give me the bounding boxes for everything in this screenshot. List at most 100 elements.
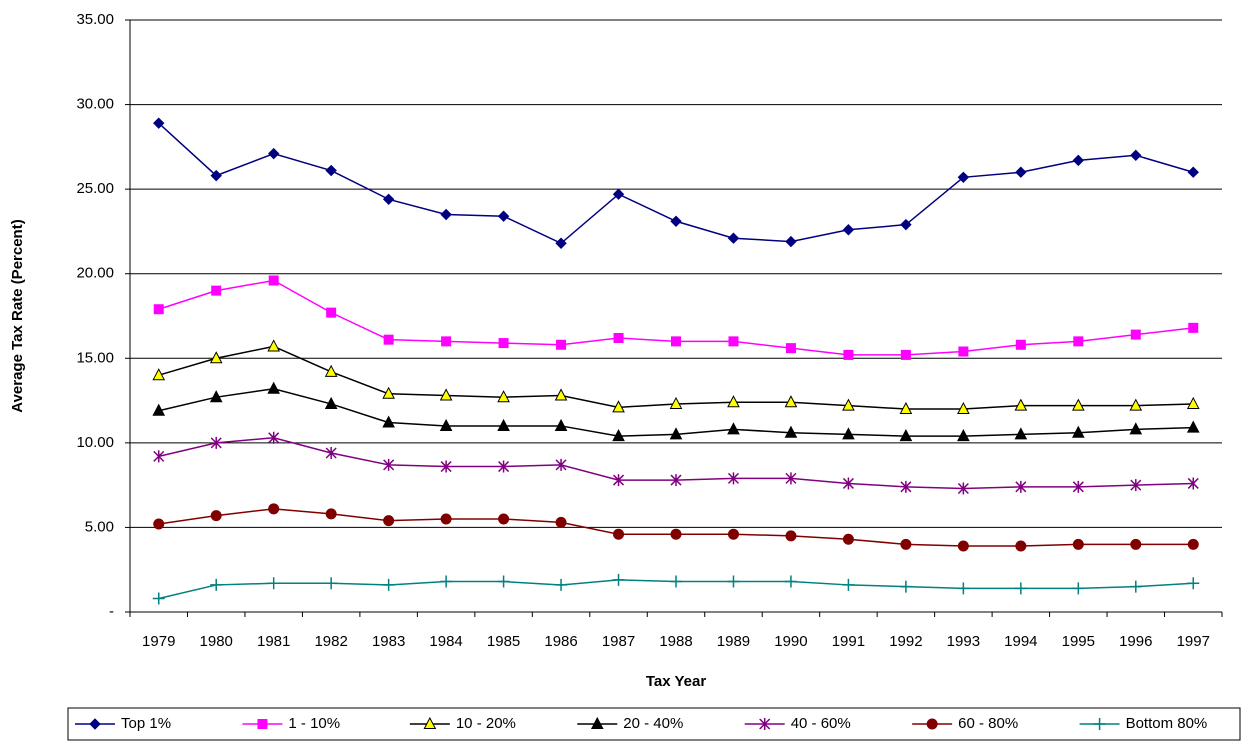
- data-point: [1072, 154, 1085, 167]
- data-point: [268, 275, 279, 286]
- data-point: [612, 573, 625, 586]
- data-point: [784, 425, 798, 438]
- data-point: [612, 429, 625, 442]
- data-point: [210, 169, 222, 182]
- data-point: [1187, 166, 1199, 178]
- data-point: [899, 580, 912, 593]
- x-tick-label: 1993: [947, 633, 980, 650]
- data-point: [497, 390, 510, 403]
- data-point: [842, 477, 854, 490]
- data-point: [153, 117, 165, 129]
- data-point: [497, 418, 510, 431]
- data-point: [1188, 322, 1199, 333]
- data-point: [670, 575, 682, 588]
- data-point: [612, 188, 625, 200]
- data-point: [498, 513, 510, 525]
- data-point: [613, 332, 624, 343]
- data-point: [383, 334, 394, 345]
- data-point: [900, 480, 912, 493]
- data-point: [210, 510, 222, 522]
- data-point: [210, 578, 223, 591]
- x-tick-label: 1990: [774, 633, 807, 650]
- data-point: [1129, 580, 1142, 593]
- data-point: [1072, 582, 1085, 595]
- data-point: [957, 401, 970, 415]
- data-point: [382, 415, 395, 428]
- data-point: [1129, 422, 1143, 435]
- data-point: [842, 578, 855, 591]
- x-tick-label: 1995: [1062, 633, 1095, 650]
- x-tick-label: 1984: [429, 633, 462, 650]
- data-point: [497, 575, 510, 588]
- data-point: [957, 482, 969, 495]
- data-point: [613, 528, 625, 540]
- x-tick-label: 1996: [1119, 633, 1152, 650]
- data-point: [556, 339, 567, 350]
- data-point: [612, 474, 625, 487]
- x-tick-label: 1997: [1177, 633, 1210, 650]
- data-point: [900, 538, 912, 550]
- data-point: [785, 472, 797, 485]
- x-tick-label: 1987: [602, 633, 635, 650]
- legend-marker: [89, 718, 101, 730]
- data-point: [670, 215, 682, 227]
- data-point: [152, 368, 166, 381]
- data-point: [268, 431, 280, 444]
- data-point: [843, 349, 854, 360]
- data-point: [842, 398, 855, 411]
- x-tick-label: 1982: [314, 633, 347, 650]
- data-point: [1071, 398, 1085, 411]
- data-point: [152, 592, 165, 605]
- data-point: [727, 422, 740, 435]
- data-point: [842, 427, 855, 440]
- data-point: [382, 386, 395, 399]
- data-point: [1129, 398, 1143, 411]
- data-point: [785, 530, 797, 542]
- data-point: [267, 147, 280, 160]
- data-point: [1015, 540, 1027, 552]
- x-tick-label: 1983: [372, 633, 405, 650]
- data-point: [1130, 149, 1142, 162]
- data-point: [1186, 396, 1200, 409]
- data-point: [267, 577, 280, 590]
- data-point: [727, 528, 739, 540]
- data-point: [440, 208, 452, 221]
- data-point: [957, 429, 970, 442]
- x-tick-label: 1994: [1004, 633, 1037, 650]
- data-point: [785, 235, 797, 248]
- legend-marker: [1093, 718, 1106, 730]
- data-point: [785, 343, 796, 354]
- data-point: [727, 472, 740, 485]
- legend-label: 40 - 60%: [791, 715, 851, 732]
- data-point: [1130, 479, 1142, 492]
- x-tick-label: 1985: [487, 633, 520, 650]
- data-point: [1130, 329, 1141, 340]
- data-point: [325, 577, 338, 590]
- data-point: [1072, 538, 1084, 550]
- data-point: [153, 304, 164, 315]
- x-tick-label: 1988: [659, 633, 692, 650]
- data-point: [1187, 538, 1199, 550]
- data-point: [324, 396, 338, 409]
- data-point: [210, 436, 222, 449]
- data-point: [1014, 398, 1028, 411]
- data-point: [958, 346, 969, 357]
- legend-label: 60 - 80%: [958, 715, 1018, 732]
- data-point: [957, 582, 970, 595]
- data-point: [669, 427, 683, 440]
- data-point: [267, 339, 281, 352]
- data-point: [1015, 166, 1027, 178]
- data-point: [382, 578, 395, 591]
- data-point: [612, 400, 625, 413]
- legend-label: Top 1%: [121, 715, 171, 732]
- data-point: [727, 232, 740, 244]
- data-point: [1073, 336, 1084, 347]
- data-point: [1014, 427, 1028, 440]
- y-tick-label: 30.00: [76, 96, 114, 113]
- x-tick-label: 1992: [889, 633, 922, 650]
- data-point: [727, 575, 740, 588]
- data-point: [1072, 480, 1084, 493]
- data-point: [727, 395, 740, 408]
- data-point: [209, 390, 223, 403]
